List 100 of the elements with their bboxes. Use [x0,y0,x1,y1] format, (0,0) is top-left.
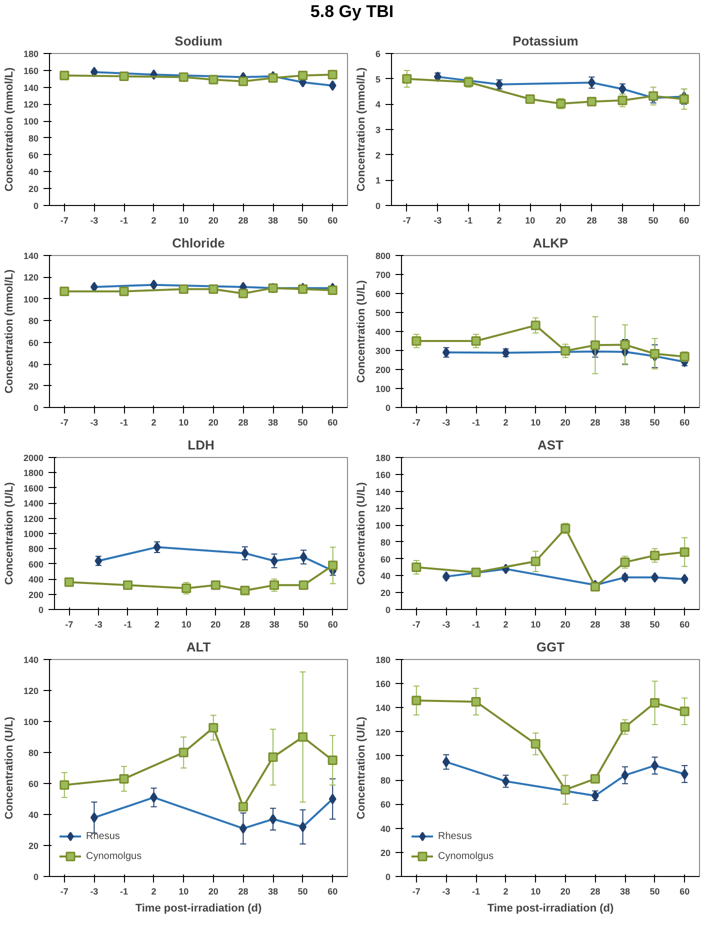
x-tick-label: 60 [328,886,338,897]
chart-title: Chloride [172,236,225,251]
x-tick-label: 38 [269,620,280,630]
y-axis-title: Concentration (U/L) [355,482,368,586]
y-tick-label: 140 [375,704,391,714]
y-tick-label: 700 [375,270,391,280]
y-tick-label: 140 [23,655,39,666]
x-tick-label: 10 [525,216,536,226]
x-tick-label: 20 [560,886,570,897]
y-tick-label: 180 [375,453,391,464]
y-tick-label: 0 [385,872,391,882]
y-tick-label: 5 [375,74,381,85]
x-axis-title: Time post-irradiation (d) [135,902,262,915]
y-tick-label: 1800 [23,468,44,478]
x-tick-label: 60 [328,216,338,226]
y-tick-label: 140 [23,83,39,94]
y-tick-label: 40 [380,572,391,582]
y-tick-label: 120 [23,100,39,110]
y-tick-label: 20 [28,841,39,852]
y-tick-label: 160 [375,679,391,690]
x-tick-label: 20 [560,418,570,428]
chart-title: ALKP [532,236,569,251]
y-tick-label: 100 [375,520,391,531]
x-tick-label: 20 [208,216,218,226]
x-tick-label: 10 [178,216,189,226]
x-tick-label: -7 [412,620,420,630]
y-tick-label: 0 [33,201,39,212]
x-tick-label: 60 [680,418,690,428]
x-tick-label: 38 [620,620,630,630]
y-tick-label: 200 [28,590,44,600]
x-tick-label: 10 [530,886,541,897]
x-tick-label: 20 [208,886,218,897]
y-tick-label: 20 [380,588,391,598]
x-tick-label: 28 [590,418,600,428]
y-tick-label: 160 [23,66,39,76]
y-tick-label: 60 [28,779,39,790]
x-tick-label: -7 [412,886,420,897]
x-tick-label: 50 [648,216,658,226]
x-tick-label: -3 [442,418,450,428]
x-tick-label: 10 [178,886,189,897]
x-tick-label: 28 [590,620,600,630]
y-tick-label: 100 [23,294,39,305]
x-tick-label: 38 [268,216,278,226]
y-axis-title: Concentration (U/L) [355,716,368,820]
x-tick-label: -7 [402,216,411,226]
x-axis-title: Time post-irradiation (d) [487,902,614,915]
x-tick-label: -3 [90,886,98,897]
x-tick-label: 20 [556,216,566,226]
y-tick-label: 400 [375,327,391,338]
y-tick-label: 100 [375,384,391,394]
y-tick-label: 140 [375,487,391,498]
y-tick-label: 160 [375,470,391,480]
x-tick-label: -3 [442,620,450,630]
x-tick-label: -1 [120,886,128,897]
x-tick-label: 50 [298,418,308,428]
y-tick-label: 500 [375,308,391,318]
y-tick-label: 3 [375,125,381,136]
x-tick-label: -3 [90,216,98,226]
y-tick-label: 0 [38,605,44,616]
x-tick-label: 10 [530,620,541,630]
x-tick-label: 20 [208,418,218,428]
y-tick-label: 100 [23,116,39,127]
y-tick-label: 40 [380,824,391,834]
y-tick-label: 1600 [23,484,44,494]
y-axis-title: Concentration (mmol/L) [355,67,368,192]
x-tick-label: 28 [590,886,600,897]
y-axis-title: Concentration (U/L) [3,716,16,820]
y-tick-label: 6 [375,49,381,60]
x-tick-label: -1 [472,418,480,428]
x-tick-label: 60 [328,418,338,428]
y-axis-title: Concentration (U/L) [355,280,368,384]
y-tick-label: 20 [28,382,39,392]
y-axis-title: Concentration (U/L) [3,482,16,586]
x-tick-label: 60 [328,620,338,630]
x-tick-label: 10 [530,418,541,428]
x-tick-label: 50 [298,620,309,630]
x-tick-label: 2 [503,886,508,897]
y-tick-label: 180 [23,49,39,60]
legend-label: Cynomolgus [438,850,494,862]
y-tick-label: 100 [23,717,39,728]
y-tick-label: 2000 [23,453,44,464]
y-tick-label: 120 [375,728,391,738]
x-tick-label: 28 [238,216,248,226]
legend-label: Rhesus [438,830,472,842]
x-tick-label: 20 [210,620,221,630]
y-tick-label: 600 [28,560,44,570]
y-tick-label: 60 [380,800,391,810]
x-tick-label: 50 [298,216,308,226]
x-tick-label: 38 [617,216,628,226]
x-tick-label: 28 [240,620,250,630]
y-tick-label: 120 [23,272,39,283]
x-tick-label: -3 [434,216,442,226]
y-tick-label: 0 [385,403,391,414]
x-tick-label: -1 [120,418,128,428]
y-tick-label: 2 [375,150,381,161]
x-tick-label: 2 [503,418,508,428]
y-tick-label: 1 [375,176,381,186]
x-tick-label: -7 [412,418,420,428]
x-tick-label: -7 [60,418,68,428]
y-tick-label: 140 [23,251,39,262]
